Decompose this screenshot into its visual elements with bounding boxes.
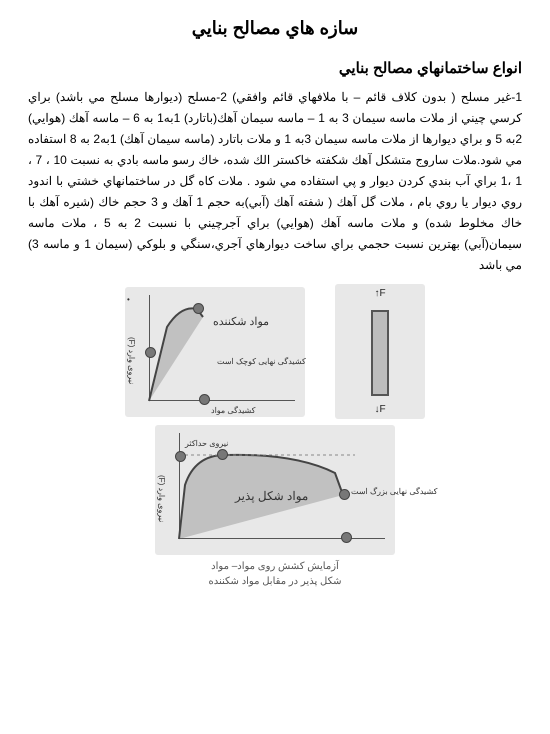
document-page: سازه هاي مصالح بنايي انواع ساختمانهاي مص… [0,0,550,599]
figures-area: مواد شکننده کشیدگی نهایی کوچک است کشیدگی… [28,284,522,589]
small-strain-label: کشیدگی نهایی کوچک است [217,357,306,366]
page-title: سازه هاي مصالح بنايي [28,18,522,39]
caption-line1: آزمایش کشش روی مواد– مواد [211,561,339,572]
end-dot [199,394,210,405]
brittle-label: مواد شکننده [213,315,269,328]
force-top: ↑F [374,288,385,299]
caption-line2: شکل پذیر در مقابل مواد شکننده [209,576,342,587]
max-force-label: نیروی حداکثر [185,439,228,448]
axis-x-label: کشیدگی مواد [211,406,255,415]
ductile-y-dot [175,451,186,462]
force-bottom: ↓F [374,404,385,415]
ductile-chart: نیروی حداکثر مواد شکل پذیر کشیدگی نهایی … [155,425,395,555]
tension-bar-figure: ↑F ↓F [335,284,425,419]
peak-dot [193,303,204,314]
ductile-end-dot [339,489,350,500]
axis-dot [145,347,156,358]
bar-rect [371,310,389,396]
ductile-drop-dot [341,532,352,543]
body-paragraph: 1-غير مسلح ( بدون كلاف قائم – با ملافهاي… [28,87,522,276]
axis-y-label: نیروی وارد (F) [127,337,136,384]
large-strain-label: کشیدگی نهایی بزرگ است [351,487,437,496]
figures-top-row: مواد شکننده کشیدگی نهایی کوچک است کشیدگی… [28,284,522,419]
ductile-label: مواد شکل پذیر [235,489,308,503]
yzero-dot-label: • [127,295,130,304]
brittle-chart: مواد شکننده کشیدگی نهایی کوچک است کشیدگی… [125,287,305,417]
ductile-peak-dot [217,449,228,460]
figure-caption: آزمایش کشش روی مواد– مواد شکل پذیر در مق… [28,559,522,589]
axis2-y-label: نیروی وارد (F) [157,475,166,522]
section-subtitle: انواع ساختمانهاي مصالح بنايي [28,59,522,77]
